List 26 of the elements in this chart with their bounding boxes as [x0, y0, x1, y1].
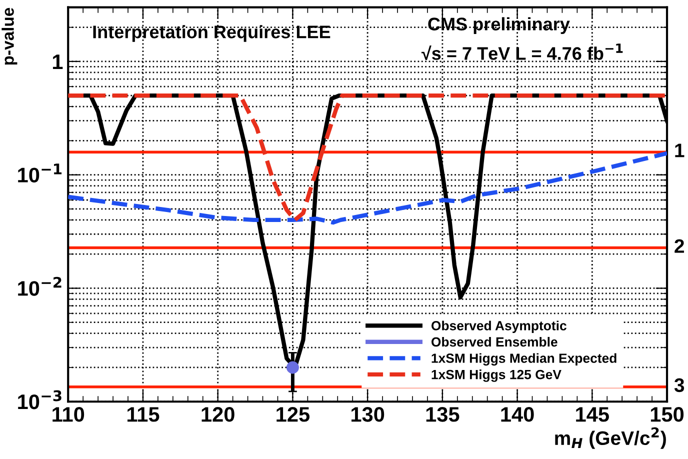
- y-tick-label: 10$^{−2}$: [18, 276, 62, 296]
- legend-label: 1xSM Higgs Median Expected: [432, 353, 616, 366]
- x-tick-label: 130: [352, 407, 384, 422]
- x-tick-label: 135: [426, 407, 460, 422]
- text: 1: [675, 144, 684, 158]
- y-axis-title: p-value: [2, 8, 18, 65]
- y-tick-label: 1: [52, 54, 63, 69]
- x-tick-label: 150: [650, 407, 684, 422]
- y-tick-label: 10$^{−1}$: [18, 164, 62, 182]
- x-tick-label: 110: [52, 407, 84, 422]
- line-series: [68, 93, 668, 222]
- text: 3: [674, 378, 684, 392]
- x-axis-title: m$_{H}$ (GeV/c$^{2}$): [555, 427, 666, 449]
- annotation: Interpretation Requires LEE: [93, 25, 330, 42]
- legend-label: 1xSM Higgs 125 GeV: [432, 370, 562, 382]
- line-series: [68, 151, 668, 225]
- annotation: CMS preliminary: [428, 17, 570, 34]
- x-tick-label: 145: [576, 407, 609, 422]
- legend-label: Observed Ensemble: [431, 336, 558, 347]
- text: 2: [674, 239, 684, 253]
- x-tick-label: 125: [276, 407, 310, 422]
- annotation: √s = 7 TeV L = 4.76 fb$^{−1}$: [421, 44, 623, 60]
- legend-label: Observed Asymptotic: [431, 320, 566, 333]
- x-tick-label: 115: [127, 407, 160, 422]
- x-tick-label: 120: [202, 407, 234, 422]
- x-tick-label: 140: [501, 407, 534, 422]
